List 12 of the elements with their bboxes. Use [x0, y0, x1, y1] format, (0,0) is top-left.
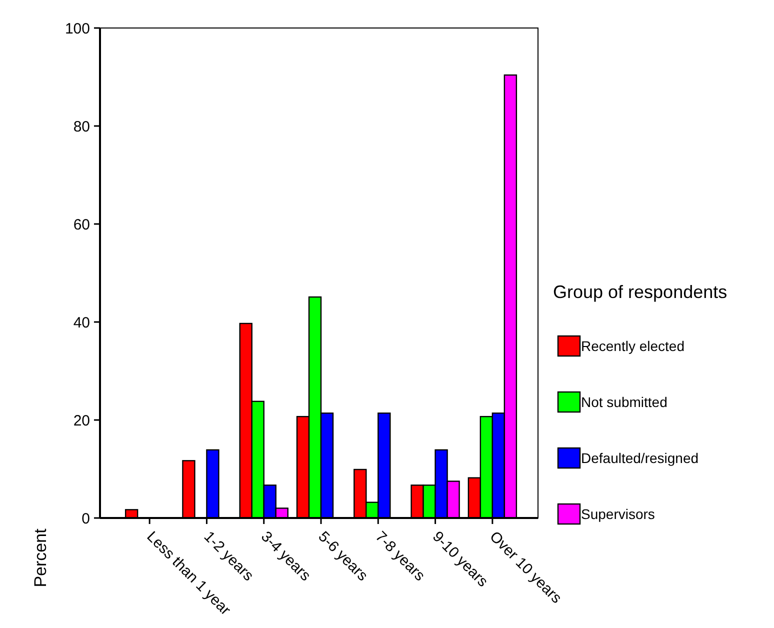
y-tick-label: 100: [64, 20, 90, 38]
legend-label: Defaulted/resigned: [581, 450, 699, 466]
y-tick-label: 40: [73, 314, 90, 332]
y-tick-label: 60: [73, 216, 90, 234]
legend-label: Supervisors: [581, 506, 655, 522]
legend-title: Group of respondents: [553, 282, 728, 302]
legend-label: Not submitted: [581, 394, 668, 410]
y-tick-label: 80: [73, 118, 90, 136]
y-axis-title: Percent: [31, 528, 50, 588]
legend-label: Recently elected: [581, 338, 685, 354]
y-tick-label: 20: [73, 412, 90, 430]
y-tick-label: 0: [82, 510, 90, 528]
